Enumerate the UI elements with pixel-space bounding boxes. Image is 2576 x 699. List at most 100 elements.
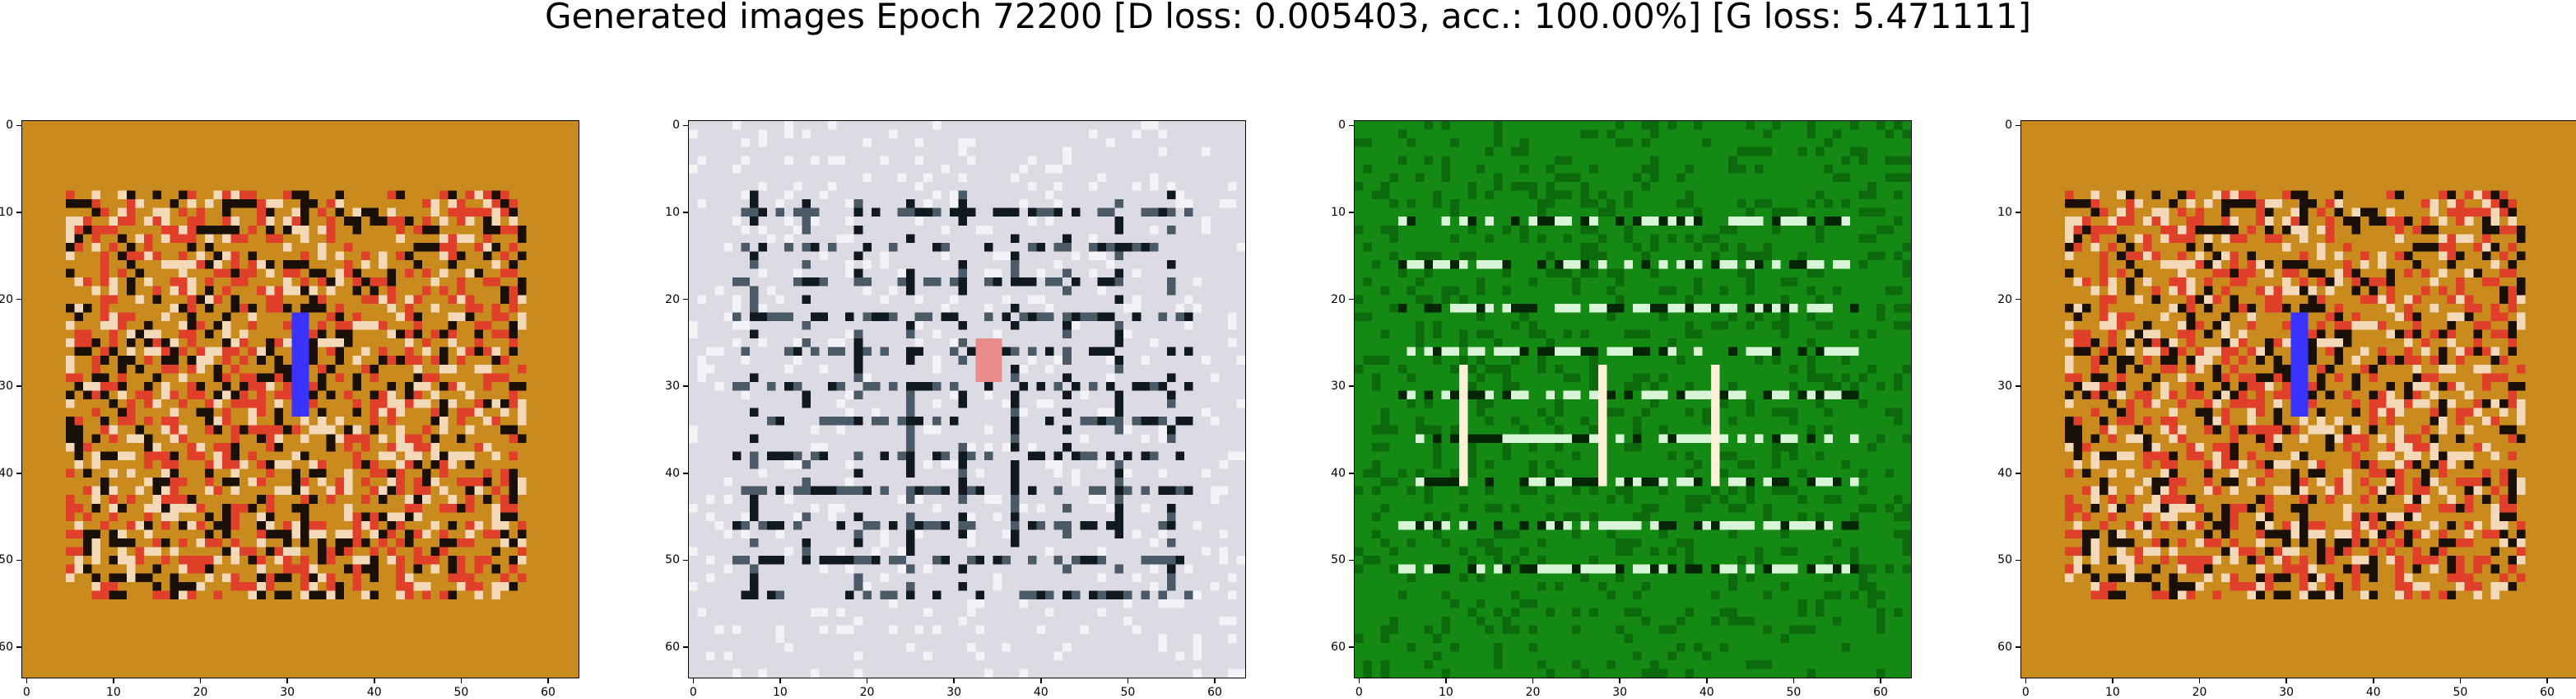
- y-tick-label: 60: [1331, 641, 1346, 655]
- generated-image-3: [1355, 121, 1911, 678]
- x-tick-mark: [2198, 678, 2201, 683]
- y-tick-label: 0: [672, 119, 680, 133]
- y-tick-mark: [683, 473, 689, 474]
- y-tick-mark: [1349, 473, 1355, 474]
- x-tick-mark: [1880, 678, 1881, 683]
- y-tick-mark: [683, 124, 689, 127]
- x-tick-mark: [1445, 678, 1447, 683]
- x-tick-mark: [460, 678, 463, 683]
- x-tick-mark: [1793, 678, 1795, 683]
- x-tick-label: 20: [1525, 686, 1541, 699]
- y-tick-label: 40: [1331, 466, 1346, 480]
- y-tick-label: 10: [1997, 205, 2012, 219]
- x-tick-mark: [2546, 678, 2548, 683]
- x-tick-mark: [1532, 678, 1534, 683]
- image-panel-2: 0 10 20 30 40 50 60 0 10 20 30 40 50 60: [665, 119, 1246, 698]
- y-tick-mark: [16, 298, 22, 301]
- x-tick-mark: [779, 678, 781, 683]
- y-tick-label: 40: [665, 466, 680, 480]
- x-tick-mark: [2373, 678, 2374, 683]
- y-tick-mark: [1349, 124, 1355, 127]
- x-tick-label: 20: [2192, 686, 2207, 699]
- y-tick-mark: [16, 212, 22, 213]
- y-tick-mark: [1349, 559, 1355, 562]
- y-tick-mark: [2016, 212, 2021, 213]
- y-tick-label: 30: [1331, 380, 1346, 394]
- x-tick-label: 10: [105, 686, 121, 699]
- y-tick-label: 0: [1338, 119, 1346, 133]
- x-tick-mark: [1358, 678, 1360, 683]
- x-tick-mark: [374, 678, 375, 683]
- y-tick-mark: [683, 212, 689, 213]
- y-tick-mark: [1349, 298, 1355, 301]
- y-tick-label: 50: [665, 553, 680, 567]
- x-tick-label: 60: [541, 686, 556, 699]
- figure-title: Generated images Epoch 72200 [D loss: 0.…: [544, 0, 2032, 36]
- y-tick-label: 0: [2005, 119, 2012, 133]
- x-tick-mark: [1040, 678, 1042, 683]
- y-tick-label: 50: [0, 553, 13, 567]
- y-tick-label: 40: [0, 466, 13, 480]
- y-tick-label: 10: [1331, 205, 1346, 219]
- x-tick-label: 40: [366, 686, 382, 699]
- y-tick-label: 10: [665, 205, 680, 219]
- image-panel-1: 0 10 20 30 40 50 60 0 10 20 30 40 50 60: [0, 119, 579, 698]
- image-panel-4: 0 10 20 30 40 50 60 0 10 20 30 40 50 60: [1997, 119, 2576, 698]
- y-tick-mark: [16, 124, 22, 127]
- x-tick-label: 10: [2104, 686, 2120, 699]
- image-panel-3: 0 10 20 30 40 50 60 0 10 20 30 40 50 60: [1331, 119, 1912, 698]
- x-tick-mark: [692, 678, 695, 683]
- y-tick-label: 30: [665, 380, 680, 394]
- x-tick-label: 0: [1355, 686, 1363, 699]
- x-tick-mark: [26, 678, 28, 683]
- x-tick-label: 60: [2540, 686, 2555, 699]
- y-tick-mark: [2016, 559, 2021, 562]
- x-tick-mark: [2285, 678, 2287, 683]
- x-tick-label: 50: [453, 686, 469, 699]
- x-tick-mark: [2112, 678, 2113, 683]
- y-tick-mark: [16, 559, 22, 562]
- x-tick-mark: [1127, 678, 1129, 683]
- x-tick-label: 40: [1033, 686, 1049, 699]
- y-tick-mark: [16, 473, 22, 474]
- x-tick-label: 0: [689, 686, 697, 699]
- y-tick-mark: [683, 646, 689, 648]
- generated-image-4: [2021, 121, 2576, 678]
- y-tick-label: 60: [665, 641, 680, 655]
- y-tick-label: 0: [6, 119, 13, 133]
- y-tick-mark: [2016, 385, 2021, 387]
- x-tick-mark: [1706, 678, 1708, 683]
- x-tick-label: 30: [2279, 686, 2295, 699]
- generated-image-1: [22, 121, 579, 678]
- generated-image-2: [689, 121, 1245, 678]
- x-tick-label: 20: [193, 686, 208, 699]
- y-tick-mark: [16, 385, 22, 387]
- x-tick-mark: [866, 678, 868, 683]
- y-tick-mark: [2016, 124, 2021, 127]
- y-tick-label: 10: [0, 205, 13, 219]
- y-tick-mark: [1349, 212, 1355, 213]
- x-tick-label: 40: [1699, 686, 1714, 699]
- x-tick-label: 0: [2021, 686, 2030, 699]
- x-tick-label: 20: [859, 686, 875, 699]
- y-tick-mark: [2016, 473, 2021, 474]
- y-tick-mark: [2016, 646, 2021, 648]
- y-tick-label: 50: [1331, 553, 1346, 567]
- y-tick-label: 40: [1997, 466, 2012, 480]
- x-tick-mark: [113, 678, 114, 683]
- x-tick-label: 30: [1612, 686, 1628, 699]
- x-tick-mark: [2459, 678, 2462, 683]
- x-tick-label: 30: [946, 686, 962, 699]
- y-tick-label: 20: [1997, 292, 2012, 306]
- x-tick-label: 40: [2365, 686, 2381, 699]
- y-tick-mark: [16, 646, 22, 648]
- y-tick-mark: [2016, 298, 2021, 301]
- x-tick-mark: [547, 678, 549, 683]
- x-tick-label: 60: [1873, 686, 1888, 699]
- y-tick-label: 20: [665, 292, 680, 306]
- y-tick-mark: [1349, 385, 1355, 387]
- x-tick-label: 50: [1786, 686, 1802, 699]
- x-tick-mark: [1214, 678, 1216, 683]
- x-tick-mark: [286, 678, 288, 683]
- x-tick-mark: [1619, 678, 1620, 683]
